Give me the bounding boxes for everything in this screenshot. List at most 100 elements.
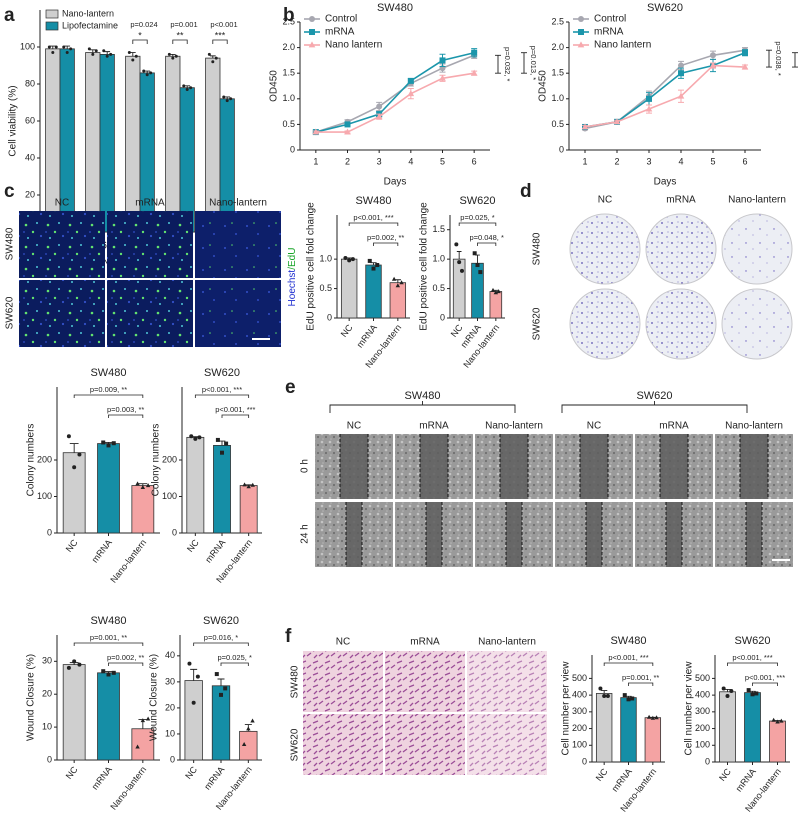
data-point (167, 52, 171, 56)
data-point (140, 718, 146, 723)
y-tick-label: 1.0 (432, 254, 445, 264)
bracket (73, 394, 144, 398)
chart-title: SW620 (734, 635, 770, 647)
data-point (622, 693, 627, 698)
data-point (490, 287, 496, 292)
annotation: p=0.016, * (204, 633, 238, 642)
column-label: mRNA (419, 421, 449, 432)
y-tick-label: 100 (162, 491, 177, 501)
data-point (630, 696, 635, 701)
annotation: p<0.001, *** (353, 213, 393, 222)
data-point (191, 700, 196, 705)
data-point (602, 693, 607, 698)
marker (710, 52, 716, 59)
bar (340, 258, 358, 319)
annotation: p=0.038, * (774, 41, 783, 75)
error-bar (49, 45, 56, 49)
x-tick-label: 4 (678, 156, 683, 166)
column-label: mRNA (135, 198, 165, 209)
data-point (347, 258, 352, 263)
x-tick-label: 3 (377, 156, 382, 166)
x-tick-label: 6 (742, 156, 747, 166)
y-tick-label: 0 (440, 312, 445, 322)
data-point (62, 45, 66, 49)
x-tick-label: Nano-lantern (108, 538, 148, 585)
annotation: p<0.001, *** (202, 385, 242, 394)
error-bar (394, 279, 401, 283)
wound-gap (580, 434, 608, 499)
y-tick-label: 20 (165, 702, 175, 712)
x-tick-label: mRNA (734, 767, 758, 794)
legend-marker (308, 41, 316, 48)
wound-gap (740, 434, 768, 499)
series-line (315, 51, 475, 133)
annotation: p=0.025, * (217, 653, 251, 662)
data-point (250, 718, 255, 723)
y-tick-label: 1.5 (551, 68, 564, 78)
y-tick-label: 20 (25, 189, 35, 199)
bracket (193, 642, 249, 646)
micrograph (303, 651, 383, 712)
marker (646, 95, 652, 102)
data-point (605, 693, 610, 698)
wound-gap (500, 434, 528, 499)
legend-label: mRNA (594, 27, 624, 38)
annotation: p<0.001, *** (215, 405, 255, 414)
bar (620, 697, 637, 763)
marker (741, 63, 749, 70)
micrograph (385, 651, 465, 712)
data-point (371, 266, 376, 271)
y-tick-label: 200 (695, 723, 710, 733)
legend-label: Lipofectamine (62, 20, 118, 30)
bracket (792, 52, 798, 68)
data-point (69, 47, 73, 51)
column-label: Nano-lantern (478, 637, 536, 648)
data-point (197, 435, 202, 440)
column-label: mRNA (666, 195, 696, 206)
data-point (650, 715, 656, 720)
y-tick-label: 200 (162, 454, 177, 464)
error-bar (104, 51, 111, 55)
data-point (91, 52, 95, 56)
marker (677, 92, 685, 99)
data-point (65, 51, 69, 55)
bar (62, 664, 86, 761)
data-point (220, 450, 224, 455)
row-label: SW480 (5, 227, 16, 260)
bar (213, 444, 231, 534)
data-point (395, 283, 401, 288)
column-label: NC (347, 421, 361, 432)
column-label: NC (336, 637, 350, 648)
dish (721, 213, 793, 285)
y-tick-label: 500 (695, 673, 710, 683)
data-point (149, 71, 153, 75)
dish (645, 288, 717, 360)
error-bar (184, 85, 191, 88)
y-tick-label: 2.0 (551, 42, 564, 52)
error-bar (69, 443, 79, 453)
bracket (348, 222, 399, 226)
legend-label: Nano-lantern (62, 8, 114, 18)
error-bar (601, 690, 608, 694)
data-point (375, 263, 380, 268)
y-axis-label: OD450 (538, 70, 549, 102)
data-point (775, 719, 780, 724)
error-bar (104, 442, 113, 444)
bracket (495, 54, 501, 74)
x-tick-label: mRNA (90, 765, 114, 792)
annotation: p<0.001, *** (732, 653, 772, 662)
error-bar (224, 96, 231, 99)
column-label: Nano-lantern (725, 421, 783, 432)
data-point (195, 674, 200, 679)
chart-title: SW480 (355, 195, 391, 207)
legend-swatch (45, 9, 59, 19)
column-label: NC (598, 195, 612, 206)
y-axis-label: EdU positive cell fold change (419, 202, 430, 331)
row-label: 24 h (300, 524, 311, 543)
bar (184, 680, 203, 761)
y-tick-label: 100 (572, 740, 587, 750)
x-tick-label: mRNA (202, 765, 226, 792)
wound-gap (660, 434, 688, 499)
marker (645, 105, 653, 112)
group-bracket (329, 401, 516, 413)
